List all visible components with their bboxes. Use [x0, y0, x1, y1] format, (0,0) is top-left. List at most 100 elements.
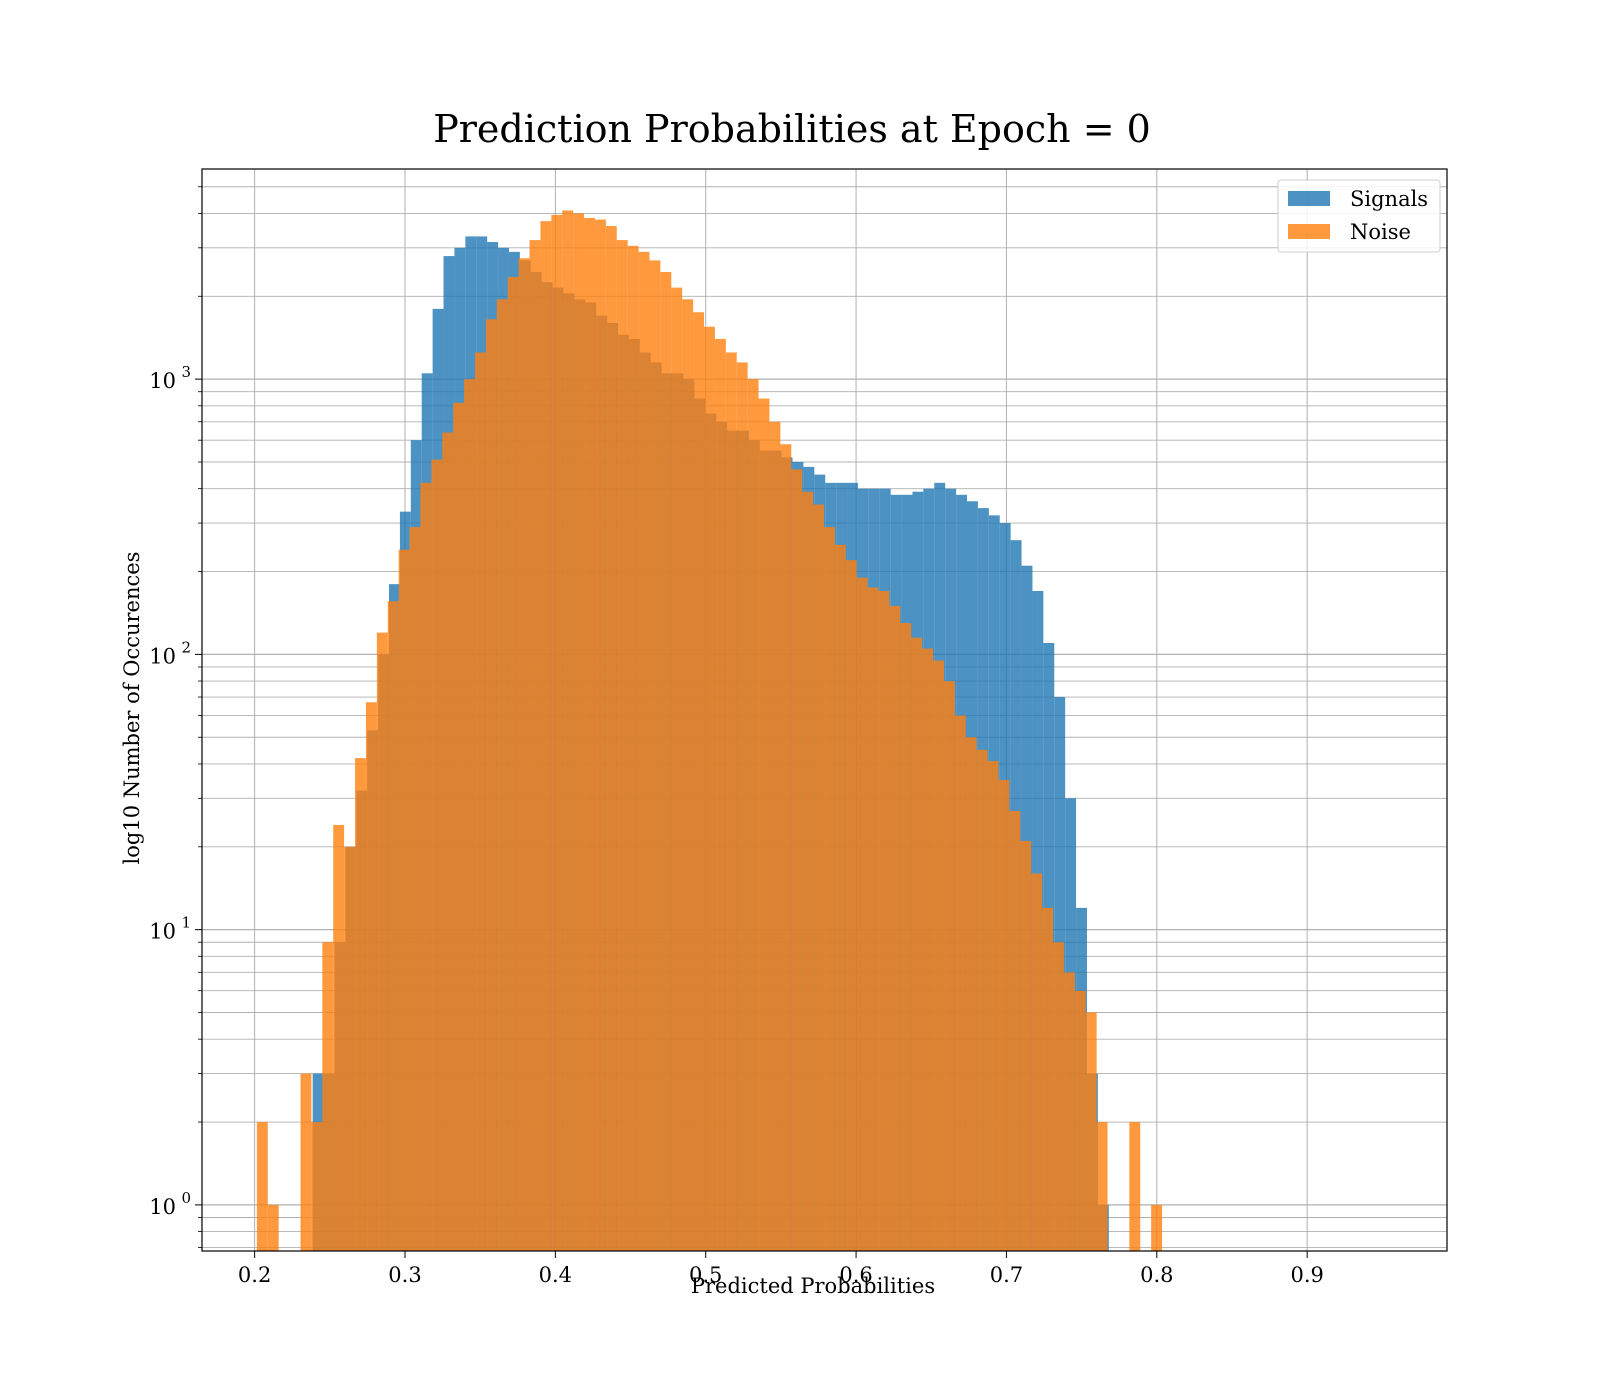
noise-bar — [1009, 810, 1021, 1251]
noise-bar — [1096, 1122, 1108, 1251]
y-tick-exponent: 0 — [181, 1189, 191, 1207]
noise-bar — [736, 362, 748, 1251]
noise-bar — [1074, 990, 1086, 1251]
noise-bar — [300, 1073, 312, 1251]
noise-bar — [933, 660, 944, 1251]
noise-bar — [638, 251, 650, 1251]
noise-bar — [322, 942, 334, 1251]
noise-bar — [954, 715, 966, 1251]
noise-bar — [1042, 907, 1054, 1251]
noise-bar — [758, 398, 770, 1251]
x-tick-label: 0.2 — [238, 1263, 271, 1287]
noise-bar — [922, 648, 934, 1251]
axes: 0.2 0.3 0.4 0.5 0.6 0.7 0.8 0.9 10 0 10 1 10 2 10 3 — [149, 168, 1448, 1287]
noise-bar — [747, 379, 759, 1252]
x-tick-label: 0.5 — [689, 1263, 722, 1287]
noise-bar — [704, 326, 715, 1251]
noise-bar — [344, 846, 356, 1251]
noise-bar — [518, 258, 530, 1251]
y-tick-exponent: 3 — [181, 363, 191, 381]
y-tick-exponent: 2 — [181, 638, 191, 656]
noise-bar — [1020, 840, 1032, 1251]
noise-bar — [671, 287, 683, 1251]
noise-bar — [605, 226, 617, 1251]
noise-bar — [398, 549, 410, 1251]
noise-bar — [485, 319, 497, 1252]
noise-bar — [867, 587, 879, 1251]
noise-bar — [878, 590, 890, 1251]
noise-bar — [693, 312, 705, 1251]
noise-bar — [627, 245, 639, 1251]
noise-bar — [365, 702, 377, 1251]
y-axis-label: log10 Number of Occurences — [120, 552, 144, 865]
y-tick-exponent: 1 — [181, 914, 191, 932]
noise-bar — [802, 491, 814, 1251]
noise-bar — [834, 544, 846, 1251]
legend-label-signals: Signals — [1350, 187, 1428, 211]
noise-bar — [649, 260, 661, 1251]
noise-bar — [616, 240, 628, 1251]
noise-bar — [998, 779, 1010, 1251]
x-tick-label: 0.7 — [990, 1263, 1023, 1287]
noise-bar — [714, 338, 726, 1252]
noise-bar — [584, 217, 595, 1252]
noise-bar — [474, 352, 486, 1251]
noise-bar — [431, 459, 443, 1251]
noise-bars — [256, 210, 1163, 1252]
noise-bar — [823, 527, 835, 1251]
legend: Signals Noise — [1277, 179, 1441, 253]
noise-bar — [387, 601, 399, 1251]
noise-bar — [987, 760, 999, 1251]
x-tick-label: 0.3 — [388, 1263, 421, 1287]
noise-bar — [311, 1122, 323, 1251]
noise-bar — [965, 737, 977, 1251]
noise-bar — [1031, 873, 1043, 1251]
noise-bar — [813, 504, 824, 1252]
noise-bar — [725, 352, 737, 1251]
noise-bar — [1085, 1012, 1097, 1251]
noise-bar — [660, 272, 672, 1251]
noise-bar — [507, 276, 519, 1252]
noise-bar — [496, 299, 508, 1251]
noise-bar — [780, 444, 792, 1252]
y-tick-label: 10 — [149, 1195, 176, 1219]
legend-swatch-signals — [1288, 191, 1330, 206]
noise-bar — [267, 1204, 279, 1251]
y-tick-label: 10 — [149, 369, 176, 393]
noise-bar — [911, 637, 923, 1251]
noise-bar — [551, 214, 563, 1252]
noise-bar — [453, 402, 465, 1251]
noise-bar — [464, 379, 475, 1252]
noise-bar — [442, 432, 454, 1251]
noise-bar — [573, 213, 585, 1252]
chart-title: Prediction Probabilities at Epoch = 0 — [433, 107, 1151, 151]
x-tick-label: 0.6 — [839, 1263, 872, 1287]
x-tick-label: 0.9 — [1290, 1263, 1323, 1287]
noise-bar — [529, 240, 541, 1251]
noise-bar — [256, 1122, 268, 1251]
noise-bar — [376, 632, 388, 1251]
noise-bar — [889, 605, 901, 1251]
noise-bar — [1053, 942, 1064, 1251]
noise-bar — [1063, 972, 1075, 1251]
x-axis-label: Predicted Probabilities — [691, 1274, 935, 1298]
noise-bar — [562, 210, 574, 1252]
y-tick-label: 10 — [149, 644, 176, 668]
x-tick-label: 0.8 — [1140, 1263, 1173, 1287]
y-tick-label: 10 — [149, 920, 176, 944]
noise-bar — [769, 421, 781, 1252]
noise-bar — [791, 469, 803, 1251]
noise-bar — [594, 219, 606, 1251]
noise-bar — [845, 560, 857, 1251]
noise-bar — [540, 221, 552, 1252]
x-tick-label: 0.4 — [539, 1263, 572, 1287]
noise-bar — [355, 758, 366, 1251]
noise-bar — [333, 824, 345, 1251]
noise-bar — [1129, 1122, 1141, 1251]
noise-bar — [976, 749, 988, 1251]
plot-frame — [201, 168, 1448, 1252]
noise-bar — [420, 482, 432, 1252]
legend-label-noise: Noise — [1350, 220, 1411, 244]
noise-bar — [682, 299, 694, 1251]
